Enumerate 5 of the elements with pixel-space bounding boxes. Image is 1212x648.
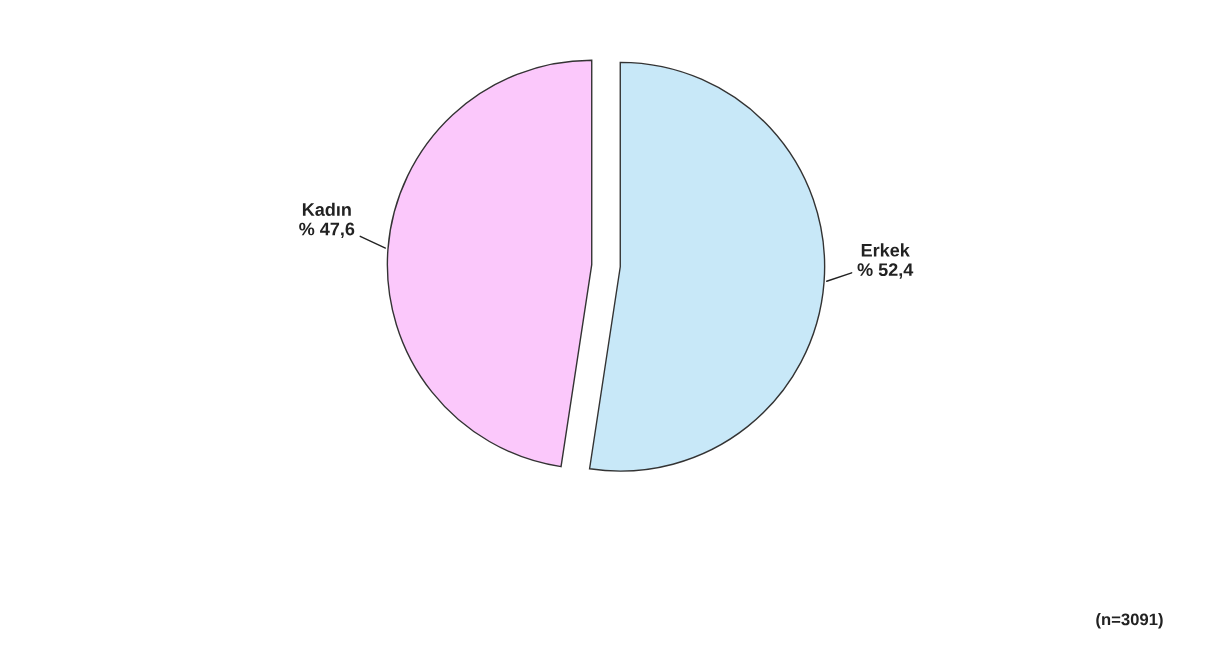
data-label: % 52,4 bbox=[857, 263, 914, 279]
slice-label: Erkek bbox=[861, 243, 910, 257]
text: (n=3091) bbox=[1096, 613, 1163, 629]
slice-label: Kadın bbox=[302, 202, 351, 216]
data-label: % 47,6 bbox=[299, 222, 355, 239]
